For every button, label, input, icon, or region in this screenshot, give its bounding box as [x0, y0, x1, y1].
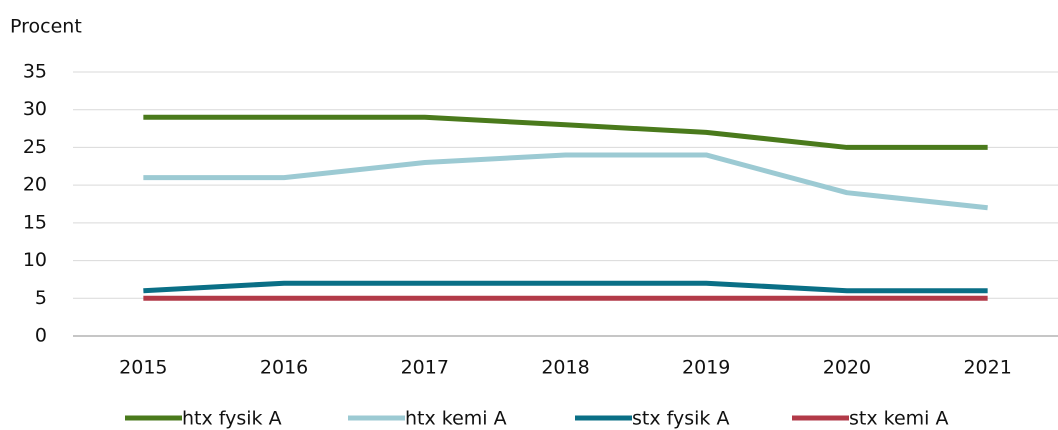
series-line: [143, 114, 988, 150]
legend-label: htx kemi A: [405, 408, 507, 430]
y-tick-label: 0: [35, 325, 47, 347]
y-tick-label: 20: [23, 174, 47, 196]
legend-label: stx kemi A: [849, 408, 948, 430]
legend-label: stx fysik A: [632, 408, 729, 430]
x-tick-label: 2021: [963, 357, 1011, 379]
y-tick-label: 5: [35, 287, 47, 309]
x-tick-label: 2020: [823, 357, 871, 379]
x-tick-label: 2015: [119, 357, 167, 379]
y-tick-label: 35: [23, 61, 47, 83]
y-tick-label: 15: [23, 211, 47, 233]
x-tick-label: 2019: [682, 357, 730, 379]
x-tick-label: 2018: [541, 357, 589, 379]
series-line: [143, 152, 988, 211]
series-line: [143, 280, 988, 294]
y-axis-label: Procent: [10, 16, 82, 38]
y-tick-label: 30: [23, 98, 47, 120]
y-tick-label: 25: [23, 136, 47, 158]
y-tick-label: 10: [23, 249, 47, 271]
legend-label: htx fysik A: [182, 408, 282, 430]
x-tick-label: 2017: [401, 357, 449, 379]
x-tick-label: 2016: [260, 357, 308, 379]
